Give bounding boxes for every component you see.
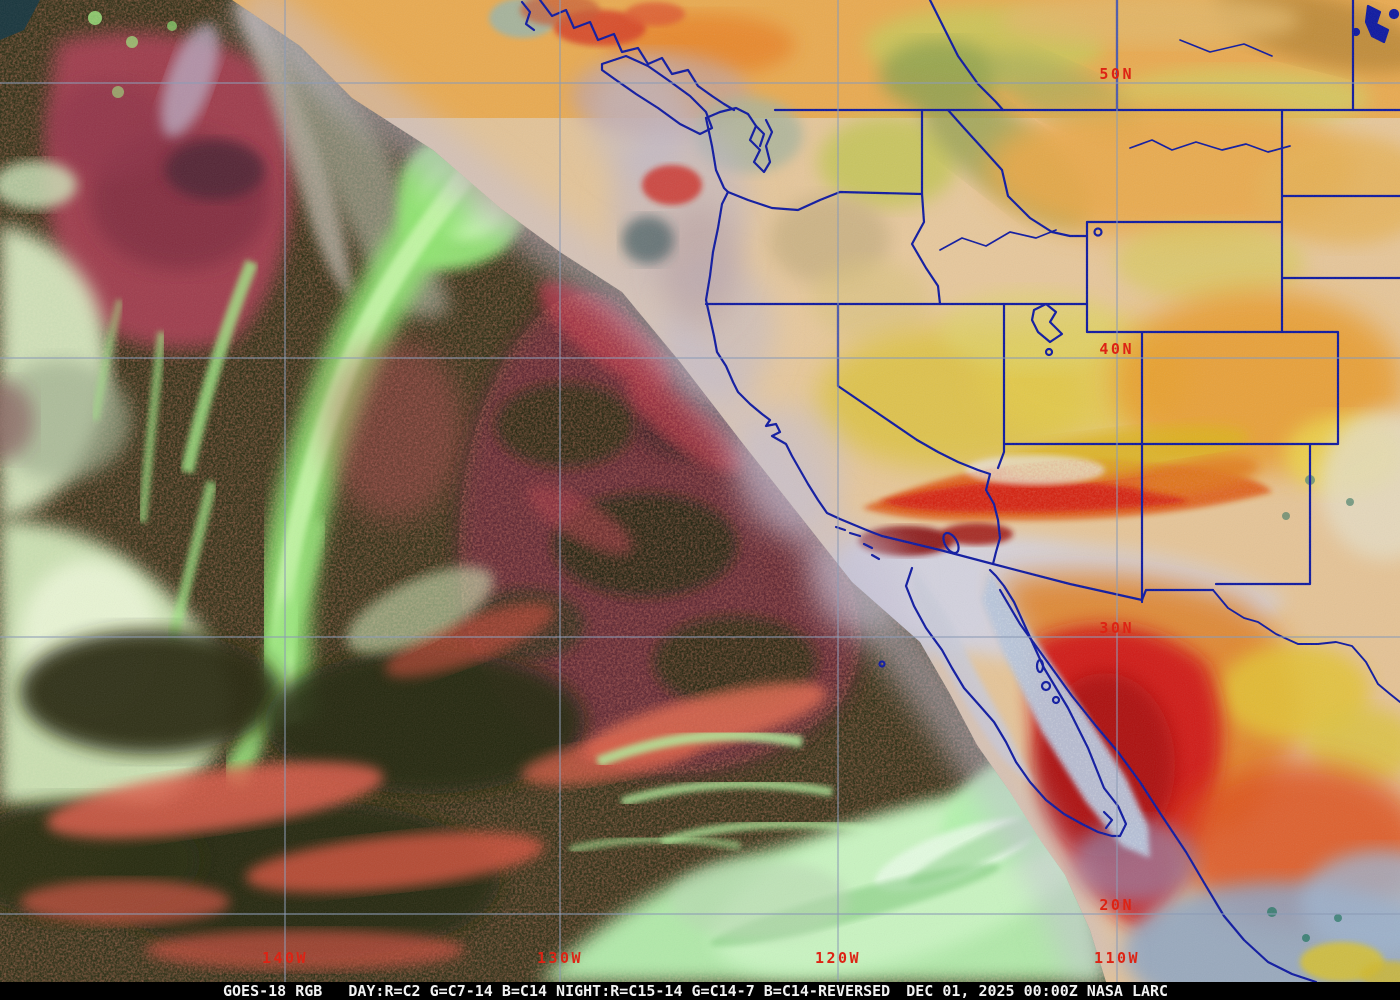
timestamp-label: DEC 01, 2025 00:00Z: [906, 982, 1078, 1000]
status-bar: GOES-18 RGB DAY:R=C2 G=C7-14 B=C14 NIGHT…: [0, 982, 1400, 1000]
longitude-label: 130W: [537, 949, 583, 967]
latitude-label: 40N: [1099, 340, 1134, 358]
latitude-label: 30N: [1099, 619, 1134, 637]
latitude-label: 50N: [1099, 65, 1134, 83]
longitude-label: 120W: [815, 949, 861, 967]
longitude-label: 110W: [1094, 949, 1140, 967]
product-label: GOES-18 RGB: [223, 982, 323, 1000]
longitude-label: 140W: [262, 949, 308, 967]
latitude-label: 20N: [1099, 896, 1134, 914]
rgb-recipe-label: DAY:R=C2 G=C7-14 B=C14 NIGHT:R=C15-14 G=…: [348, 982, 891, 1000]
grid-labels-layer: 50N 40N 30N 20N 140W 130W 120W 110W: [262, 65, 1140, 967]
credit-label: NASA LARC: [1086, 982, 1169, 1000]
